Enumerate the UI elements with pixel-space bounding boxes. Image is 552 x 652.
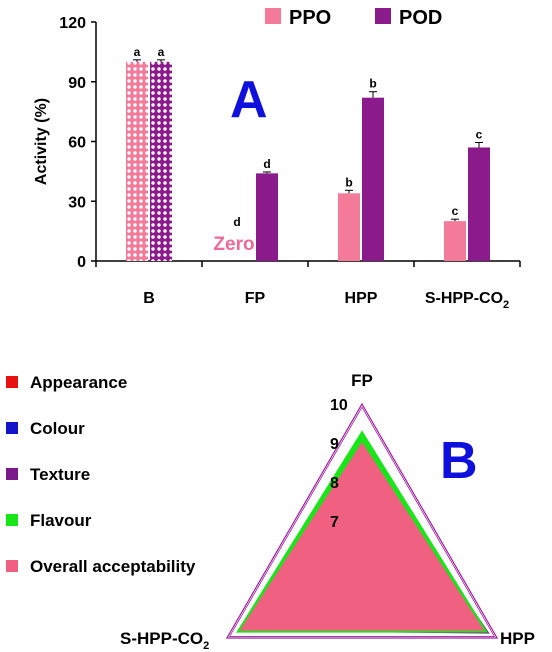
panel-a-bar-chart: 0 30 60 90 120 Activity (%) a d b c a d b c Zero B FP HPP…: [33, 7, 521, 311]
radar-axis-text: S-HPP-CO: [120, 629, 203, 648]
y-tick-label: 60: [68, 135, 86, 152]
radar-axis-text: HPP: [500, 629, 535, 648]
legend-swatch-texture: [6, 468, 18, 480]
bar-pod: [256, 173, 278, 261]
legend-swatch-ppo: [265, 8, 281, 24]
significance-letter: c: [452, 204, 459, 218]
legend-swatch-appearance: [6, 376, 18, 388]
x-category-text: FP: [245, 290, 266, 307]
bar-ppo: [444, 221, 466, 261]
x-category-label: HPP: [345, 290, 378, 307]
legend-swatch-flavour: [6, 514, 18, 526]
radar-scale-label: 10: [330, 397, 348, 414]
x-category-label: FP: [245, 290, 266, 307]
x-category-text: HPP: [345, 290, 378, 307]
significance-letter: c: [476, 127, 483, 141]
radar-axis-label: HPP: [500, 629, 535, 648]
radar-inner-frame: [228, 406, 496, 637]
legend-swatch-pod: [375, 8, 391, 24]
zero-annotation: Zero: [213, 234, 254, 255]
significance-letter: d: [233, 215, 240, 229]
bar-pod: [362, 97, 384, 261]
y-tick-label: 0: [77, 254, 86, 271]
bar-pod: [150, 61, 172, 262]
significance-letter: d: [263, 157, 270, 171]
radar-scale-label: 8: [330, 475, 339, 492]
y-tick-label: 90: [68, 75, 86, 92]
y-axis-label: Activity (%): [33, 98, 50, 185]
legend-label-colour: Colour: [30, 419, 85, 438]
radar-axis-label: S-HPP-CO2: [120, 629, 209, 652]
legend-label-pod: POD: [399, 7, 442, 29]
legend-label-flavour: Flavour: [30, 511, 92, 530]
radar-axis-label: FP: [351, 371, 373, 390]
radar-scale-label: 9: [330, 436, 339, 453]
significance-letter: a: [158, 45, 165, 59]
panel-label-a: A: [230, 71, 268, 129]
bar-ppo: [126, 61, 148, 262]
x-category-text: B: [143, 290, 155, 307]
y-tick-label: 120: [59, 15, 86, 32]
legend-label-texture: Texture: [30, 465, 90, 484]
x-category-label: B: [143, 290, 155, 307]
significance-letter: b: [345, 175, 352, 189]
legend-label-appearance: Appearance: [30, 373, 127, 392]
radar-area-overall-acceptability: [239, 442, 485, 631]
legend-label-overall-acceptability: Overall acceptability: [30, 557, 196, 576]
bar-ppo: [338, 193, 360, 261]
x-category-label: S-HPP-CO2: [425, 290, 509, 311]
y-tick-label: 30: [68, 194, 86, 211]
panel-label-b: B: [440, 432, 478, 490]
significance-letter: b: [369, 77, 376, 91]
legend-swatch-overall-acceptability: [6, 560, 18, 572]
significance-letter: a: [134, 45, 141, 59]
x-category-subscript: 2: [503, 299, 509, 311]
radar-axis-subscript: 2: [203, 640, 209, 652]
x-category-text: S-HPP-CO: [425, 290, 503, 307]
radar-axis-text: FP: [351, 371, 373, 390]
legend-swatch-colour: [6, 422, 18, 434]
bar-pod: [468, 147, 490, 261]
radar-scale-label: 7: [330, 514, 339, 531]
legend-label-ppo: PPO: [289, 7, 331, 29]
